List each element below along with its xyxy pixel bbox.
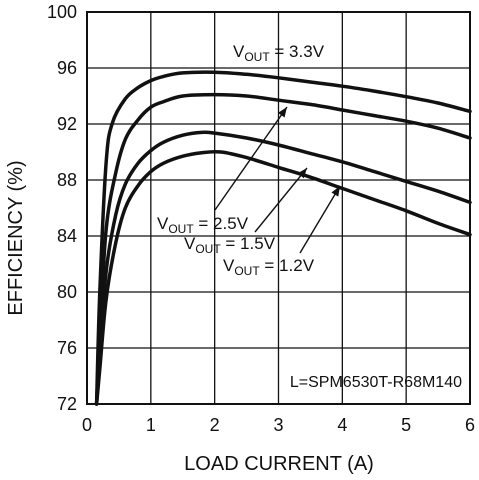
- y-tick-label: 100: [47, 2, 77, 22]
- plot-frame: [86, 11, 471, 405]
- x-tick-label: 5: [401, 415, 411, 435]
- series-label-3v3-v: V: [233, 42, 245, 61]
- arrow-1v2-shaft: [299, 185, 341, 254]
- series-label-2v5-sub: OUT: [168, 222, 194, 236]
- series-label-1v2-sub: OUT: [234, 264, 260, 278]
- arrow-1v5-head: [297, 168, 307, 179]
- series-lines: [94, 70, 472, 406]
- y-tick-label: 96: [57, 58, 77, 78]
- y-tick-label: 72: [57, 394, 77, 414]
- x-tick-label: 3: [273, 415, 283, 435]
- series-label-3v3: VOUT = 3.3V: [233, 42, 325, 64]
- x-tick-label: 1: [146, 415, 156, 435]
- series-label-1v2-value: = 1.2V: [260, 256, 315, 275]
- y-tick-label: 84: [57, 226, 77, 246]
- inductor-note: L=SPM6530T-R68M140: [290, 374, 462, 391]
- y-tick-label: 88: [57, 170, 77, 190]
- arrow-2v5-head: [277, 107, 287, 118]
- series-line-2v5: [94, 92, 472, 406]
- series-label-3v3-sub: OUT: [244, 50, 270, 64]
- series-label-2v5-v: V: [157, 214, 169, 233]
- x-tick-label: 0: [82, 415, 92, 435]
- y-tick-label: 92: [57, 114, 77, 134]
- series-label-2v5-value: = 2.5V: [194, 214, 249, 233]
- y-tick-label: 80: [57, 282, 77, 302]
- series-label-1v5-sub: OUT: [195, 242, 221, 256]
- x-axis-label: LOAD CURRENT (A): [184, 453, 374, 475]
- x-tick-label: 2: [210, 415, 220, 435]
- series-label-1v2-v: V: [223, 256, 235, 275]
- annotation-arrows: [214, 106, 341, 254]
- series-label-1v5-v: V: [184, 234, 196, 253]
- series-line-3v3: [94, 70, 472, 406]
- x-tick-label: 4: [337, 415, 347, 435]
- x-tick-labels: 0 1 2 3 4 5 6: [82, 415, 475, 435]
- grid: [87, 12, 470, 404]
- y-axis-label: EFFICIENCY (%): [5, 160, 27, 315]
- series-line-1v5: [94, 130, 472, 406]
- series-label-1v5-value: = 1.5V: [221, 234, 276, 253]
- series-label-2v5: VOUT = 2.5V: [157, 214, 249, 236]
- arrow-1v2-head: [331, 186, 340, 197]
- y-tick-labels: 72 76 80 84 88 92 96 100: [47, 2, 77, 414]
- arrow-2v5-shaft: [214, 106, 288, 211]
- series-line-1v2: [94, 149, 472, 406]
- x-tick-label: 6: [465, 415, 475, 435]
- y-tick-label: 76: [57, 338, 77, 358]
- arrow-1v5-shaft: [254, 167, 308, 233]
- series-label-1v2: VOUT = 1.2V: [223, 256, 315, 278]
- series-label-3v3-value: = 3.3V: [270, 42, 325, 61]
- series-label-1v5: VOUT = 1.5V: [184, 234, 276, 256]
